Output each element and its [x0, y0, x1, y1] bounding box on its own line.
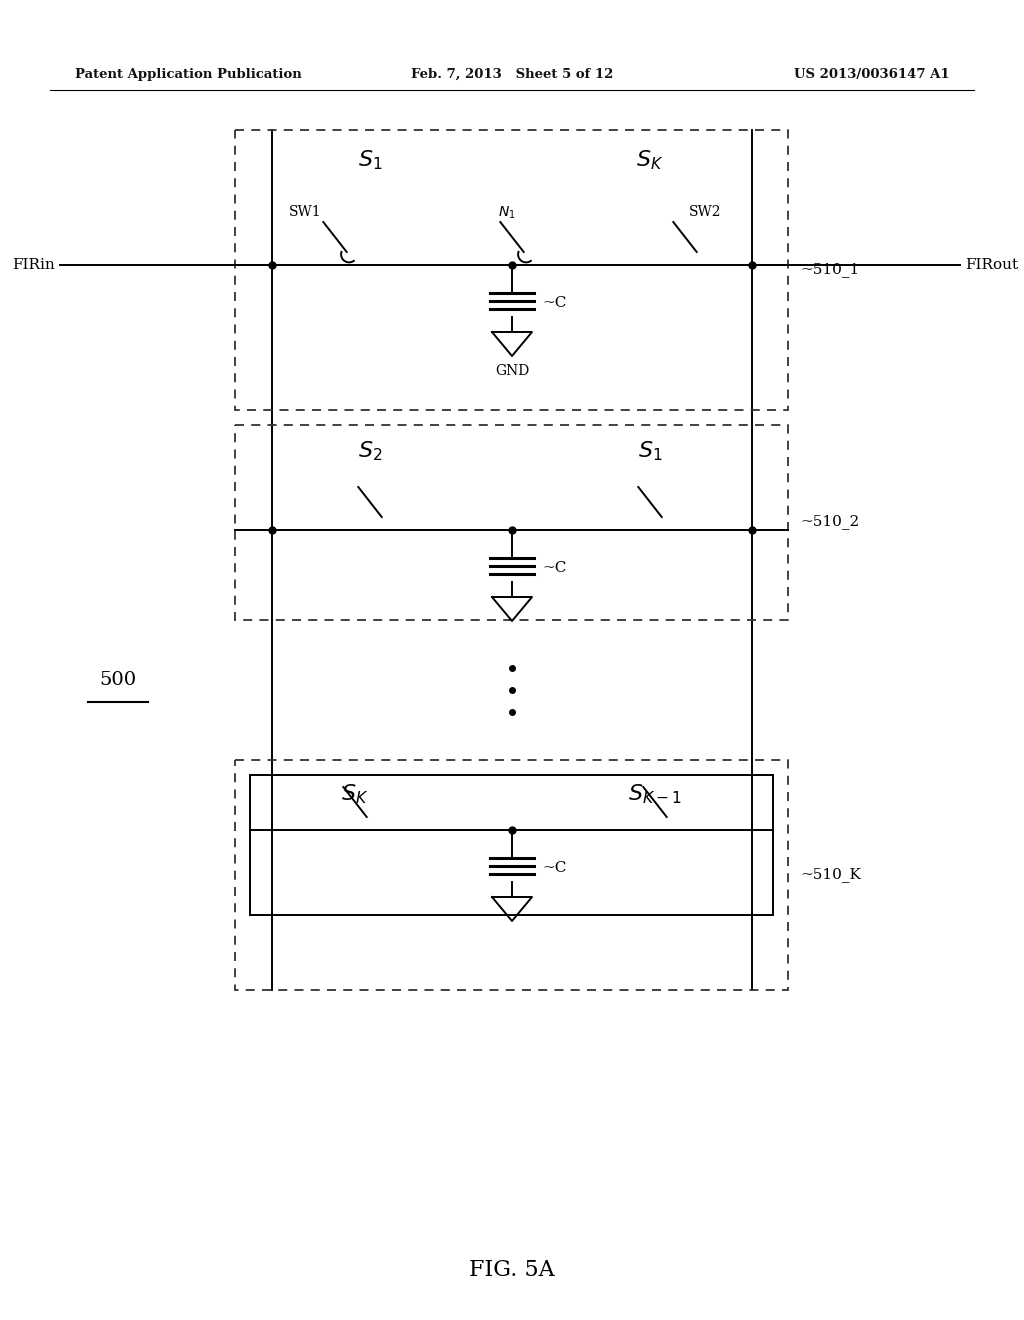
Text: $N_1$: $N_1$	[499, 205, 516, 222]
Text: SW1: SW1	[289, 205, 322, 219]
Text: $S_K$: $S_K$	[636, 148, 664, 172]
Text: 500: 500	[99, 671, 136, 689]
Text: ~C: ~C	[542, 296, 566, 310]
Text: $S_1$: $S_1$	[638, 440, 663, 462]
Text: GND: GND	[495, 364, 529, 378]
Bar	[234, 760, 788, 990]
Text: SW2: SW2	[689, 205, 721, 219]
Text: US 2013/0036147 A1: US 2013/0036147 A1	[795, 69, 950, 81]
Bar	[250, 775, 773, 915]
Text: $S_2$: $S_2$	[357, 440, 382, 462]
Bar	[234, 129, 788, 411]
Text: FIG. 5A: FIG. 5A	[469, 1259, 555, 1280]
Text: $S_K$: $S_K$	[341, 781, 369, 805]
Text: $S_{K-1}$: $S_{K-1}$	[628, 781, 682, 805]
Bar	[234, 425, 788, 620]
Text: $S_1$: $S_1$	[357, 148, 382, 172]
Text: ~510_1: ~510_1	[800, 263, 859, 277]
Text: ~C: ~C	[542, 561, 566, 576]
Text: ~510_K: ~510_K	[800, 867, 861, 883]
Text: FIRin: FIRin	[12, 257, 55, 272]
Text: FIRout: FIRout	[965, 257, 1018, 272]
Text: ~C: ~C	[542, 861, 566, 875]
Text: Patent Application Publication: Patent Application Publication	[75, 69, 302, 81]
Text: Feb. 7, 2013   Sheet 5 of 12: Feb. 7, 2013 Sheet 5 of 12	[411, 69, 613, 81]
Text: ~510_2: ~510_2	[800, 515, 859, 529]
